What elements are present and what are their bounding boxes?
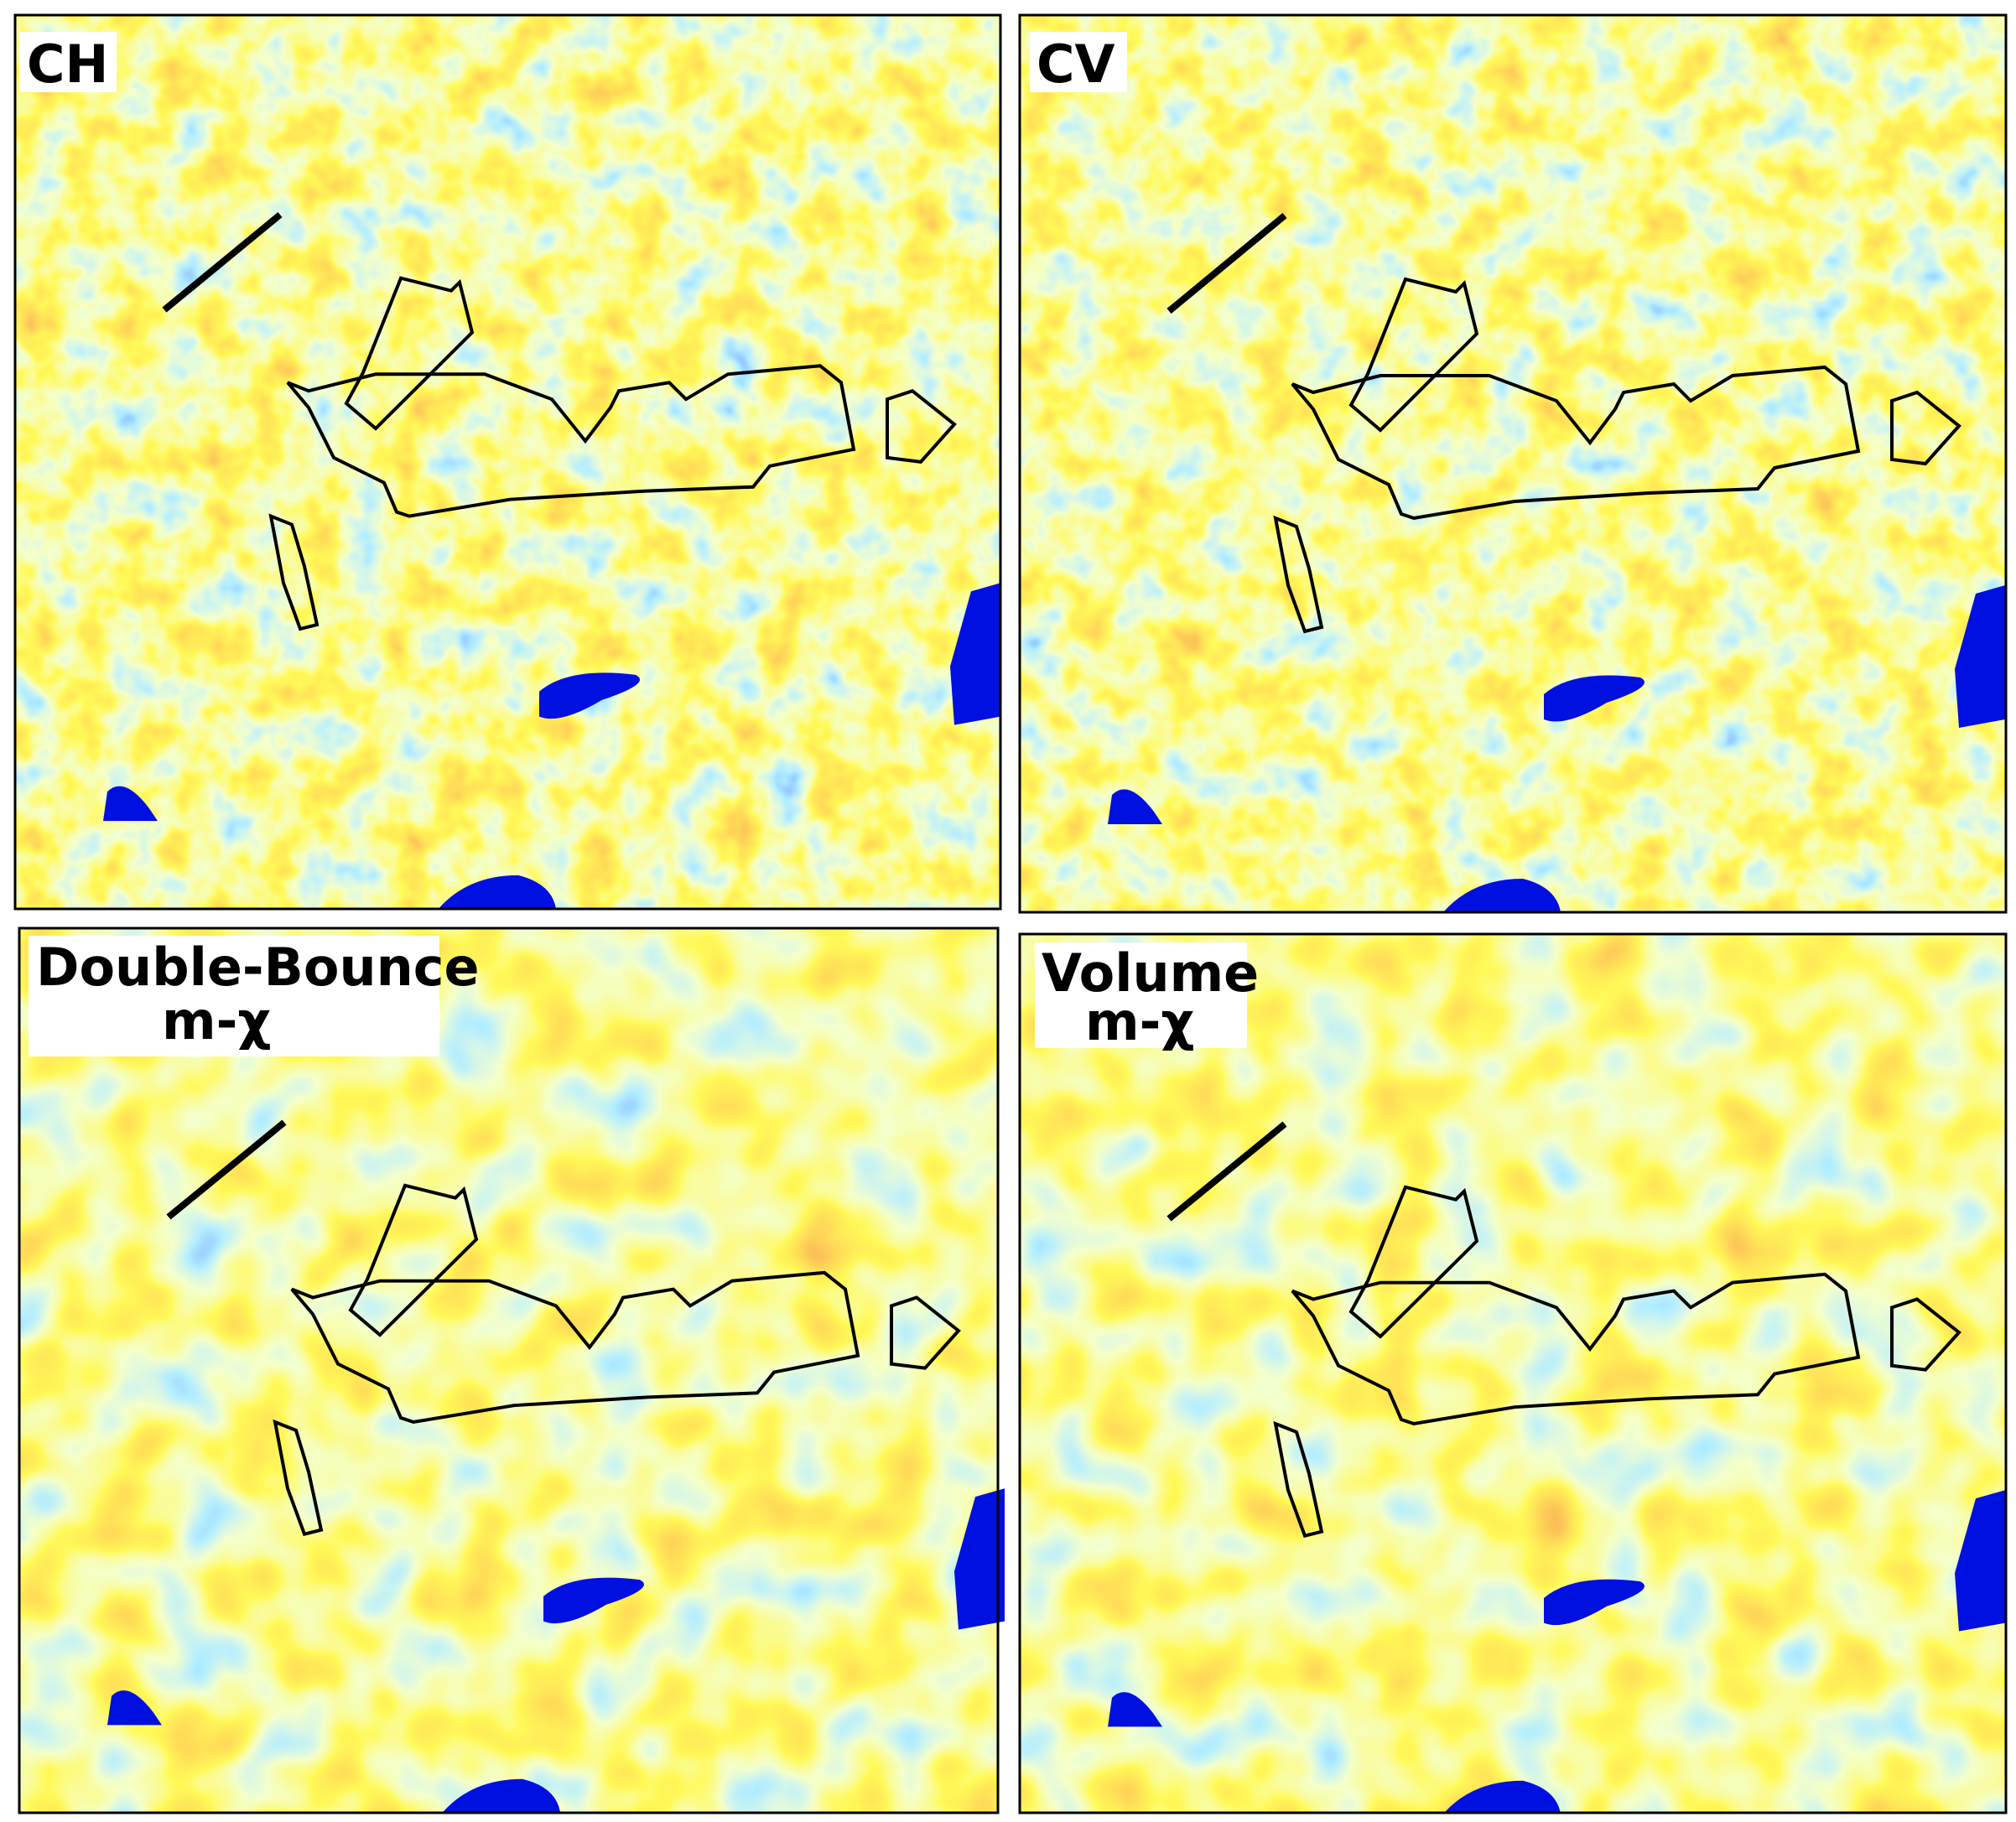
panel-label: CV bbox=[1037, 34, 1115, 95]
panel-label: Volume bbox=[1042, 942, 1259, 1004]
panel-label: m-χ bbox=[1085, 991, 1194, 1052]
panel: Volume m-χ bbox=[1018, 932, 2006, 1814]
panel: Double-Bounce m-χ bbox=[18, 927, 1005, 1813]
panel-label: CH bbox=[27, 34, 108, 95]
panel: CH bbox=[13, 13, 1000, 909]
panel-label: m-χ bbox=[162, 990, 271, 1051]
panel-label: Double-Bounce bbox=[36, 937, 480, 998]
panel: CV bbox=[1018, 13, 2006, 912]
